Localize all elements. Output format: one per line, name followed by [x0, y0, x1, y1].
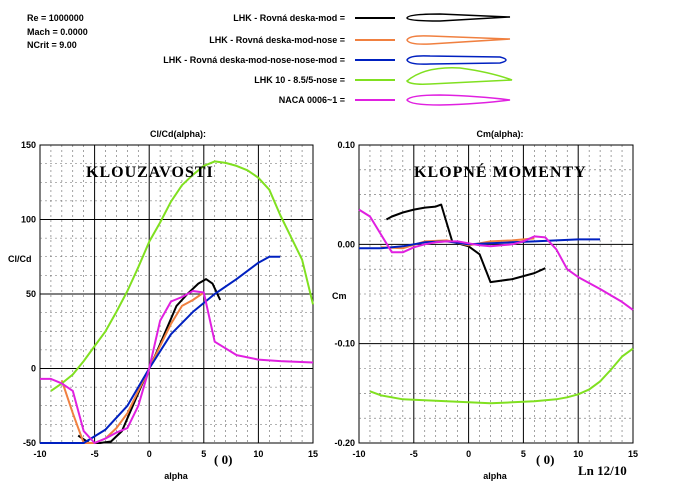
y-tick-label: 100 [21, 215, 36, 225]
x-tick-label: -10 [33, 449, 46, 459]
y-axis-label: Cm [332, 291, 347, 301]
airfoil-profile-icon [405, 67, 513, 85]
legend-item-1: LHK - Rovná deska-mod = [233, 13, 511, 23]
legend-label: LHK - Rovná deska-mod = [233, 13, 345, 23]
x-axis-label: alpha [164, 471, 189, 481]
legend-label: LHK - Rovná deska-mod-nose = [209, 35, 345, 45]
zero-note: ( 0) [536, 452, 554, 467]
x-tick-label: 0 [147, 449, 152, 459]
grid [358, 144, 634, 444]
x-tick-label: 10 [253, 449, 263, 459]
airfoil-profile-icon [406, 94, 511, 106]
chart-annotation-title: KLOUZAVOSTI [86, 164, 214, 181]
mach-number: Mach = 0.0000 [27, 27, 88, 37]
legend-item-5: NACA 0006~1 = [279, 94, 511, 106]
series-line-3 [40, 255, 281, 444]
data-series [40, 160, 314, 444]
series-line-3 [359, 238, 601, 250]
x-tick-label: -5 [91, 449, 99, 459]
legend: LHK - Rovná deska-mod = LHK - Rovná desk… [163, 13, 513, 106]
x-tick-label: 5 [521, 449, 526, 459]
legend-item-3: LHK - Rovná deska-mod-nose-nose-mod = [163, 55, 507, 65]
y-tick-label: 0 [31, 364, 36, 374]
y-tick-label: 0.00 [337, 239, 355, 249]
corner-label: Ln 12/10 [578, 463, 627, 478]
legend-label: NACA 0006~1 = [279, 95, 345, 105]
y-tick-label: 50 [26, 289, 36, 299]
zero-note: ( 0) [214, 452, 232, 467]
series-line-4 [369, 347, 634, 405]
chart-annotation-title: KLOPNÉ MOMENTY [414, 162, 587, 181]
chart-title: Cm(alpha): [477, 129, 524, 139]
x-axis-label: alpha [483, 471, 508, 481]
grid [39, 144, 314, 444]
airfoil-profile-icon [406, 55, 507, 65]
series-line-5 [40, 290, 314, 444]
airfoil-profile-icon [406, 13, 511, 22]
ncrit-value: NCrit = 9.00 [27, 40, 77, 50]
y-tick-label: -50 [23, 438, 36, 448]
x-tick-label: -10 [352, 449, 365, 459]
chart-title: Cl/Cd(alpha): [150, 129, 206, 139]
x-tick-label: -5 [410, 449, 418, 459]
x-tick-label: 15 [628, 449, 638, 459]
moment-coefficient-chart: Cm(alpha): -10 -5 0 5 10 15 -0.20 -0.10 0.00 0.10… [332, 129, 638, 481]
x-tick-label: 15 [308, 449, 318, 459]
y-tick-label: -0.10 [334, 339, 355, 349]
series-line-5 [358, 208, 634, 311]
legend-item-4: LHK 10 - 8.5/5-nose = [254, 67, 513, 85]
tick-labels: -10 -5 0 5 10 15 -0.20 -0.10 0.00 0.10 [334, 140, 638, 459]
data-series [358, 203, 634, 405]
series-line-4 [50, 160, 314, 392]
x-tick-label: 0 [466, 449, 471, 459]
airfoil-profile-icon [406, 35, 511, 45]
y-tick-label: 0.10 [337, 140, 355, 150]
x-tick-label: 5 [201, 449, 206, 459]
x-tick-label: 10 [573, 449, 583, 459]
legend-item-2: LHK - Rovná deska-mod-nose = [209, 35, 511, 45]
legend-label: LHK 10 - 8.5/5-nose = [254, 75, 345, 85]
legend-label: LHK - Rovná deska-mod-nose-nose-mod = [163, 55, 345, 65]
reynolds-number: Re = 1000000 [27, 13, 84, 23]
y-axis-label: Cl/Cd [8, 254, 32, 264]
y-tick-label: 150 [21, 140, 36, 150]
y-tick-label: -0.20 [334, 438, 355, 448]
